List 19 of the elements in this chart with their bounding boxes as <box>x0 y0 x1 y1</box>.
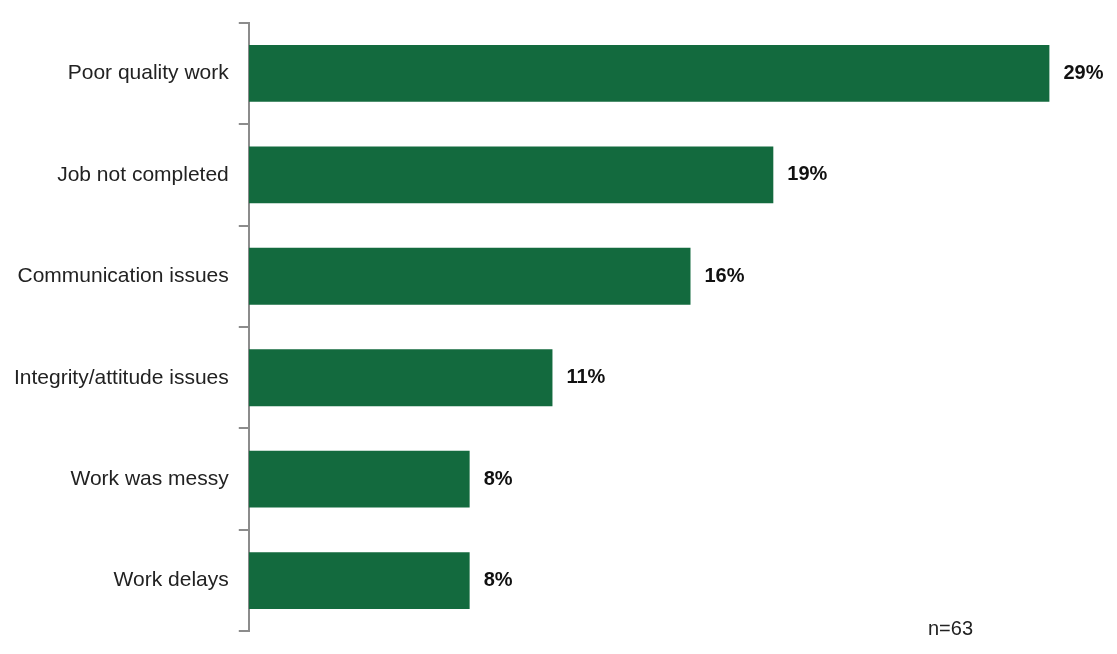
bar <box>248 247 691 305</box>
bar <box>248 349 553 407</box>
data-label: 19% <box>787 162 828 185</box>
y-tick-label: Job not completed <box>57 161 229 185</box>
y-tick-label: Work delays <box>113 567 229 591</box>
data-label: 8% <box>483 466 513 489</box>
bar <box>248 450 470 508</box>
y-tick-label: Poor quality work <box>67 60 230 84</box>
bar <box>248 44 1050 102</box>
data-label: 16% <box>704 263 745 286</box>
data-label: 11% <box>566 365 606 388</box>
y-tick-label: Communication issues <box>17 263 229 287</box>
bar <box>248 552 470 610</box>
bar <box>248 146 774 204</box>
y-tick-label: Integrity/attitude issues <box>14 364 229 388</box>
y-tick-label: Work was messy <box>70 466 230 489</box>
data-label: 29% <box>1063 60 1104 83</box>
annotation: n=63 <box>928 617 974 640</box>
data-label: 8% <box>483 568 513 591</box>
